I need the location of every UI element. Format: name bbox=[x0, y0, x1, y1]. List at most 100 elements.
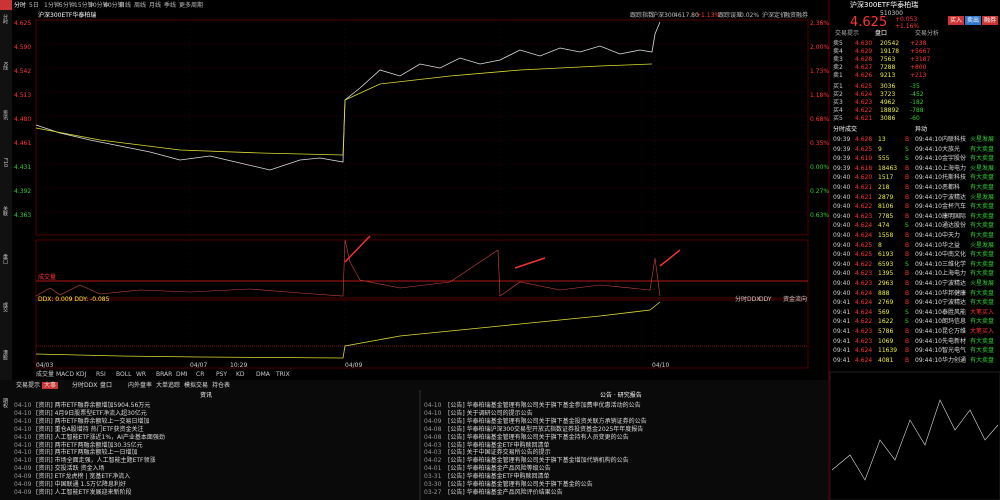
indicator-tab[interactable]: BRAR bbox=[156, 371, 173, 378]
feed-tag: 大笔买入 bbox=[970, 308, 995, 316]
news-item[interactable]: [资讯] 市场全面走强，人工智能主题ETF领涨 bbox=[36, 457, 156, 465]
bottom-tab[interactable]: 大事 bbox=[42, 382, 59, 389]
bottom-tab[interactable]: 交易提示 bbox=[16, 382, 41, 389]
bottom-tab[interactable]: 内外盘率 bbox=[128, 382, 153, 389]
y-label-right: 0.27% bbox=[810, 188, 830, 195]
period-tab[interactable]: 1分钟 bbox=[44, 2, 60, 9]
quote-tab[interactable]: 交易分析 bbox=[915, 30, 940, 37]
ann-date: 04-03 bbox=[424, 449, 442, 457]
indicator-tab[interactable]: CR bbox=[196, 371, 205, 378]
ann-item[interactable]: [公告] 关于中国证券交易所公告的提示 bbox=[448, 449, 551, 457]
indicator-tab[interactable]: 成交量 bbox=[36, 371, 55, 378]
news-item[interactable]: [资讯] 两市ETF两融余额较上一日增加 bbox=[36, 449, 138, 457]
period-tab[interactable]: 月线 bbox=[149, 2, 162, 9]
feed-tag: 有大卖盘 bbox=[970, 155, 995, 163]
indicator-tab[interactable]: WR bbox=[136, 371, 147, 378]
news-item[interactable]: [资讯] 人工智能ETF发展迎来新阶段 bbox=[36, 488, 132, 496]
y-label: 4.392 bbox=[14, 188, 32, 195]
news-item[interactable]: [资讯] 两市ETF两融余额增加30.35亿元 bbox=[36, 441, 143, 449]
news-item[interactable]: [资讯] 重仓A股增持 热门ETF获资金关注 bbox=[36, 425, 144, 433]
trade-time: 09:40 bbox=[833, 222, 851, 230]
news-item[interactable]: [资讯] 交投活跃 资金入场 bbox=[36, 465, 105, 473]
quote-tab[interactable]: 盘口 bbox=[875, 30, 888, 37]
trade-volume: 7785 bbox=[878, 212, 894, 220]
indicator-tab[interactable]: PSY bbox=[216, 371, 228, 378]
ann-item[interactable]: [公告] 华泰柏瑞基金管理有限公司关于旗下基金参加费率优惠活动的公告 bbox=[448, 402, 641, 409]
ann-date: 04-09 bbox=[424, 417, 442, 425]
indicator-tab[interactable]: BOLL bbox=[116, 371, 132, 378]
trade-button[interactable]: 卖出 bbox=[965, 16, 982, 25]
ann-item[interactable]: [公告] 华泰柏瑞沪深300交易型开放式指数证券投资基金2025年年度报告 bbox=[448, 425, 644, 433]
ddx-tab[interactable]: 分时DDX bbox=[735, 296, 761, 303]
bottom-tab[interactable]: 盘口 bbox=[100, 382, 113, 389]
indicator-tab[interactable]: MACD bbox=[56, 371, 74, 378]
feed-stock: 华邦健康 bbox=[942, 289, 967, 297]
chart-info: 沪深300 bbox=[652, 12, 676, 19]
feed-tag: 有大卖盘 bbox=[970, 203, 995, 211]
news-item[interactable]: [资讯] 中国联通 1.5万亿降息利好 bbox=[36, 481, 127, 488]
bottom-tab[interactable]: 分时DDX bbox=[72, 382, 98, 389]
indicator-tab[interactable]: DMI bbox=[176, 371, 188, 378]
feed-stock: 智光电气 bbox=[942, 347, 967, 355]
quote-tab[interactable]: 交易提示 bbox=[835, 30, 860, 37]
sidebar-tab[interactable]: 港股 bbox=[2, 350, 8, 360]
trade-button[interactable]: 融券 bbox=[982, 16, 999, 25]
sidebar-tab[interactable]: 资讯 bbox=[2, 110, 8, 120]
x-label: 04/03 bbox=[36, 362, 54, 369]
book-volume: 4962 bbox=[880, 99, 896, 106]
trade-button[interactable]: 买入 bbox=[948, 16, 965, 25]
bottom-tab[interactable]: 大单追踪 bbox=[156, 382, 181, 389]
book-volume: 20542 bbox=[880, 40, 900, 47]
ann-item[interactable]: [公告] 华泰柏瑞基金管理有限公司关于旗下基金增加代销机构的公告 bbox=[448, 457, 629, 465]
trade-price: 4.622 bbox=[855, 260, 873, 268]
period-tab[interactable]: 5日 bbox=[29, 2, 39, 9]
news-item[interactable]: [资讯] 两市ETF融券余额增加5904.56万元 bbox=[36, 402, 151, 409]
ann-item[interactable]: [公告] 华泰柏瑞基金产品风险评价结果公告 bbox=[448, 488, 563, 496]
y-label: 4.625 bbox=[14, 20, 32, 27]
period-tab[interactable]: 15分钟 bbox=[74, 2, 94, 9]
bottom-tab[interactable]: 模拟交易 bbox=[184, 382, 209, 389]
ann-item[interactable]: [公告] 华泰柏瑞基金管理有限公司关于旗下基金持有人员变更的公告 bbox=[448, 433, 629, 441]
ddx-tab[interactable]: 资金流向 bbox=[783, 296, 808, 303]
chart-info: 融资融券 bbox=[784, 12, 809, 19]
ann-item[interactable]: [公告] 华泰柏瑞基金ETF申购赎回清单 bbox=[448, 473, 550, 481]
period-tab[interactable]: 60分钟 bbox=[104, 2, 124, 9]
chart-info: 沪深定价 bbox=[762, 12, 787, 19]
news-item[interactable]: [资讯] ETF龙虎榜 | 宽基ETF净流入 bbox=[36, 473, 131, 481]
trade-side: B bbox=[905, 347, 910, 355]
bottom-tab[interactable]: 持仓表 bbox=[212, 382, 231, 389]
ann-item[interactable]: [公告] 华泰柏瑞基金管理有限公司关于旗下基金的公告 bbox=[448, 481, 593, 488]
indicator-tab[interactable]: DMA bbox=[256, 371, 270, 378]
indicator-tab[interactable]: RSI bbox=[96, 371, 106, 378]
sidebar-tab[interactable]: F10 bbox=[2, 158, 8, 168]
news-item[interactable]: [资讯] 4月9日股票型ETF净流入超30亿元 bbox=[36, 409, 147, 417]
trade-side: S bbox=[905, 318, 909, 326]
feed-tag: 火星发展 bbox=[970, 164, 995, 172]
sidebar-tab[interactable]: 关联 bbox=[2, 206, 8, 216]
sidebar-tab[interactable]: 盘口 bbox=[2, 254, 8, 264]
period-tab[interactable]: 更多周期 bbox=[179, 2, 204, 9]
period-tab[interactable]: 周线 bbox=[134, 2, 147, 9]
ann-item[interactable]: [公告] 华泰柏瑞基金产品风险等级公告 bbox=[448, 465, 551, 473]
feed-stock: 三维化学 bbox=[942, 260, 967, 268]
sidebar-tab[interactable]: K线 bbox=[2, 62, 8, 71]
sidebar-tab[interactable]: 成交 bbox=[2, 302, 8, 312]
period-tab[interactable]: 5分钟 bbox=[59, 2, 75, 9]
ann-item[interactable]: [公告] 华泰柏瑞基金管理有限公司关于旗下基金投资关联方承销证券的公告 bbox=[448, 417, 647, 425]
period-tab[interactable]: 日线 bbox=[119, 2, 132, 9]
indicator-tab[interactable]: TRIX bbox=[276, 371, 290, 378]
period-tab[interactable]: 季线 bbox=[164, 2, 177, 9]
sidebar-tab[interactable]: 期权 bbox=[2, 398, 8, 408]
period-tab[interactable]: 30分钟 bbox=[89, 2, 109, 9]
indicator-tab[interactable]: KDJ bbox=[76, 371, 87, 378]
sidebar-tab[interactable]: 分时 bbox=[2, 14, 8, 24]
trade-time: 09:39 bbox=[833, 145, 851, 153]
ann-item[interactable]: [公告] 华泰柏瑞基金ETF申购赎回清单 bbox=[448, 441, 550, 449]
indicator-tab[interactable]: KD bbox=[236, 371, 245, 378]
news-item[interactable]: [资讯] 两市ETF融券余额较上一交易日增加 bbox=[36, 417, 150, 425]
period-tab[interactable]: 分时 bbox=[14, 2, 27, 9]
news-item[interactable]: [资讯] 人工智能ETF涨近1%，AI产业基本面强劲 bbox=[36, 433, 165, 441]
ann-item[interactable]: [公告] 关于调研公司的提示公告 bbox=[448, 409, 533, 417]
trade-volume: 1622 bbox=[878, 318, 894, 326]
ddx-tab[interactable]: DDY bbox=[759, 296, 772, 303]
